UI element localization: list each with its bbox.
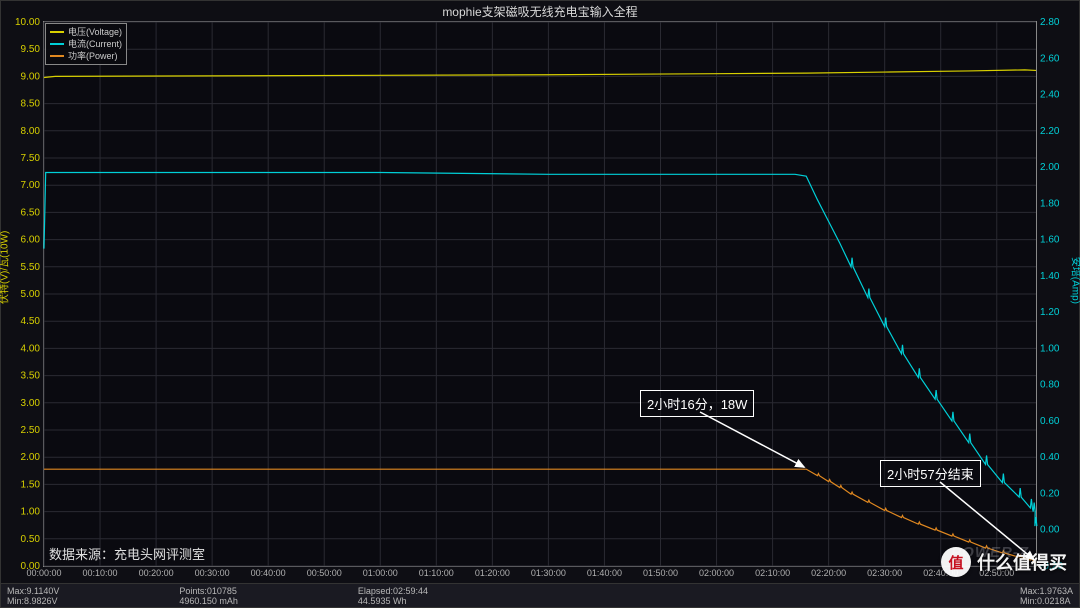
svg-text:9.50: 9.50 bbox=[21, 44, 41, 55]
legend-swatch bbox=[50, 55, 64, 57]
smzdm-watermark: 值 什么值得买 bbox=[941, 547, 1067, 577]
status-min-a: Min:0.0218A bbox=[1020, 596, 1073, 606]
chart-container: mophie支架磁吸无线充电宝输入全程 伏特(V)/瓦(10W) 安培(Amp)… bbox=[0, 0, 1080, 608]
svg-text:2.60: 2.60 bbox=[1040, 53, 1060, 64]
status-elapsed-time: Elapsed:02:59:44 bbox=[358, 586, 428, 596]
svg-text:1.00: 1.00 bbox=[1040, 343, 1060, 354]
svg-text:1.00: 1.00 bbox=[21, 507, 41, 518]
svg-text:02:00:00: 02:00:00 bbox=[699, 568, 734, 578]
svg-text:3.50: 3.50 bbox=[21, 371, 41, 382]
svg-text:0.20: 0.20 bbox=[1040, 488, 1060, 499]
annotation-box: 2小时57分结束 bbox=[880, 460, 981, 487]
status-elapsed: Elapsed:02:59:44 44.5935 Wh bbox=[358, 586, 428, 606]
y-left-label: 伏特(V)/瓦(10W) bbox=[0, 231, 11, 304]
svg-text:0.80: 0.80 bbox=[1040, 380, 1060, 391]
svg-text:6.00: 6.00 bbox=[21, 235, 41, 246]
svg-text:0.50: 0.50 bbox=[21, 534, 41, 545]
annotation-box: 2小时16分，18W bbox=[640, 390, 754, 417]
svg-text:6.50: 6.50 bbox=[21, 207, 41, 218]
svg-text:02:10:00: 02:10:00 bbox=[755, 568, 790, 578]
status-wh: 44.5935 Wh bbox=[358, 596, 428, 606]
svg-text:1.40: 1.40 bbox=[1040, 271, 1060, 282]
svg-text:0.40: 0.40 bbox=[1040, 452, 1060, 463]
svg-text:01:30:00: 01:30:00 bbox=[531, 568, 566, 578]
svg-text:00:20:00: 00:20:00 bbox=[139, 568, 174, 578]
svg-text:4.50: 4.50 bbox=[21, 316, 41, 327]
source-label: 数据来源：充电头网评测室 bbox=[49, 544, 205, 563]
legend-swatch bbox=[50, 43, 64, 45]
svg-text:02:30:00: 02:30:00 bbox=[867, 568, 902, 578]
svg-text:2.00: 2.00 bbox=[1040, 162, 1060, 173]
legend-item: 电压(Voltage) bbox=[50, 26, 122, 38]
y-right-label: 安培(Amp) bbox=[1070, 257, 1080, 304]
svg-text:01:00:00: 01:00:00 bbox=[363, 568, 398, 578]
svg-text:2.50: 2.50 bbox=[21, 425, 41, 436]
svg-text:7.50: 7.50 bbox=[21, 153, 41, 164]
svg-text:02:20:00: 02:20:00 bbox=[811, 568, 846, 578]
svg-text:1.80: 1.80 bbox=[1040, 198, 1060, 209]
legend: 电压(Voltage)电流(Current)功率(Power) bbox=[45, 23, 127, 65]
svg-text:10.00: 10.00 bbox=[15, 17, 40, 28]
svg-text:5.00: 5.00 bbox=[21, 289, 41, 300]
svg-text:1.20: 1.20 bbox=[1040, 307, 1060, 318]
svg-text:00:30:00: 00:30:00 bbox=[195, 568, 230, 578]
status-points-count: Points:010785 bbox=[179, 586, 238, 596]
svg-text:00:10:00: 00:10:00 bbox=[83, 568, 118, 578]
svg-text:01:40:00: 01:40:00 bbox=[587, 568, 622, 578]
legend-swatch bbox=[50, 31, 64, 33]
legend-label: 电压(Voltage) bbox=[68, 26, 122, 38]
legend-item: 电流(Current) bbox=[50, 38, 122, 50]
svg-text:1.50: 1.50 bbox=[21, 479, 41, 490]
svg-text:2.20: 2.20 bbox=[1040, 126, 1060, 137]
status-left: Max:9.1140V Min:8.9826V bbox=[7, 586, 59, 606]
status-bar: Max:9.1140V Min:8.9826V Points:010785 49… bbox=[1, 583, 1079, 607]
legend-label: 电流(Current) bbox=[68, 38, 122, 50]
status-max-a: Max:1.9763A bbox=[1020, 586, 1073, 596]
svg-text:7.00: 7.00 bbox=[21, 180, 41, 191]
svg-text:00:50:00: 00:50:00 bbox=[307, 568, 342, 578]
svg-text:8.00: 8.00 bbox=[21, 126, 41, 137]
svg-text:3.00: 3.00 bbox=[21, 398, 41, 409]
svg-text:5.50: 5.50 bbox=[21, 262, 41, 273]
smzdm-badge-icon: 值 bbox=[941, 547, 971, 577]
svg-text:8.50: 8.50 bbox=[21, 99, 41, 110]
legend-item: 功率(Power) bbox=[50, 50, 122, 62]
svg-text:2.00: 2.00 bbox=[21, 452, 41, 463]
svg-text:4.00: 4.00 bbox=[21, 343, 41, 354]
status-max-v: Max:9.1140V bbox=[7, 586, 59, 596]
svg-text:1.60: 1.60 bbox=[1040, 235, 1060, 246]
svg-text:0.00: 0.00 bbox=[1040, 525, 1060, 536]
legend-label: 功率(Power) bbox=[68, 50, 118, 62]
svg-text:00:40:00: 00:40:00 bbox=[251, 568, 286, 578]
svg-text:01:50:00: 01:50:00 bbox=[643, 568, 678, 578]
svg-text:00:00:00: 00:00:00 bbox=[26, 568, 61, 578]
status-min-v: Min:8.9826V bbox=[7, 596, 59, 606]
svg-text:01:10:00: 01:10:00 bbox=[419, 568, 454, 578]
smzdm-text: 什么值得买 bbox=[977, 549, 1067, 575]
status-points: Points:010785 4960.150 mAh bbox=[179, 586, 238, 606]
status-right: Max:1.9763A Min:0.0218A bbox=[1020, 586, 1073, 606]
svg-text:0.60: 0.60 bbox=[1040, 416, 1060, 427]
chart-title: mophie支架磁吸无线充电宝输入全程 bbox=[1, 3, 1079, 20]
svg-text:2.80: 2.80 bbox=[1040, 17, 1060, 28]
status-mah: 4960.150 mAh bbox=[179, 596, 238, 606]
svg-text:01:20:00: 01:20:00 bbox=[475, 568, 510, 578]
svg-text:2.40: 2.40 bbox=[1040, 90, 1060, 101]
svg-text:9.00: 9.00 bbox=[21, 71, 41, 82]
